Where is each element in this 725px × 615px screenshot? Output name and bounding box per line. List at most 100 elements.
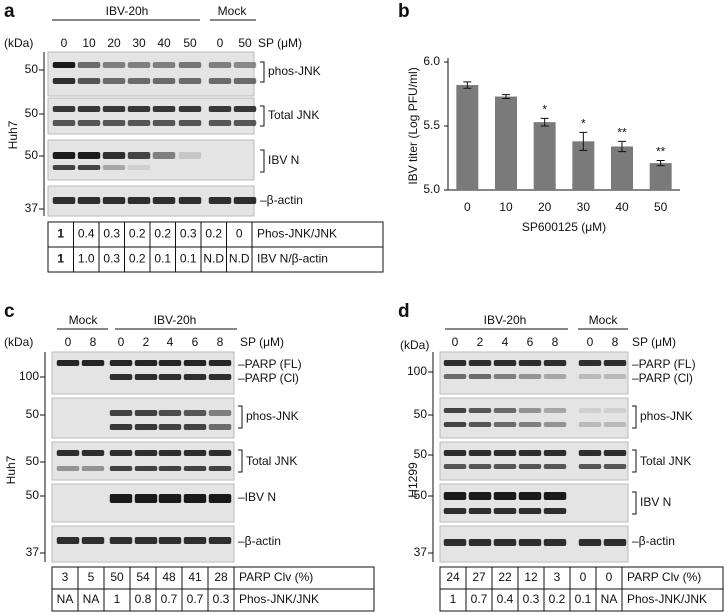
band (208, 106, 232, 112)
band (52, 120, 76, 126)
band (543, 422, 567, 427)
cell-line: Huh7 (4, 455, 18, 484)
lane-label: 0 (452, 335, 459, 349)
blot-strip (51, 441, 235, 481)
group-label: IBV-20h (154, 313, 197, 327)
band (102, 120, 126, 126)
band (603, 539, 627, 546)
band (578, 374, 602, 379)
band (468, 374, 492, 379)
band (493, 492, 517, 500)
band (158, 537, 182, 544)
treatment-label: SP (μM) (240, 335, 284, 349)
marker-label: 50 (25, 148, 39, 162)
band (603, 422, 627, 427)
band (183, 466, 207, 471)
band (109, 360, 133, 366)
band-label: Total JNK (246, 454, 297, 468)
lane-label: 0 (65, 335, 72, 349)
table-value: 0.3 (180, 227, 197, 241)
band (233, 78, 257, 84)
band (208, 62, 232, 68)
band (443, 450, 467, 456)
treatment-label: SP (μM) (632, 335, 676, 349)
band (208, 78, 232, 84)
band (134, 450, 158, 456)
y-tick-label: 6.0 (423, 54, 440, 68)
band (208, 450, 232, 456)
table-value: 24 (446, 570, 460, 584)
band (493, 374, 517, 379)
lane-label: 4 (502, 335, 509, 349)
band (233, 197, 257, 204)
band (183, 374, 207, 380)
band (493, 450, 517, 456)
band (493, 422, 517, 427)
band (127, 152, 151, 159)
band-label: –β-actin (260, 193, 303, 207)
bracket (260, 149, 265, 173)
band (56, 537, 80, 544)
band (52, 165, 76, 170)
band (56, 450, 80, 456)
band (518, 508, 542, 514)
band (543, 464, 567, 469)
band (178, 152, 202, 159)
band-label: IBV N (268, 153, 299, 167)
panel-label: c (4, 301, 15, 322)
band (578, 539, 602, 546)
band-label: –β-actin (238, 534, 281, 548)
bar (649, 163, 672, 190)
lane-label: 0 (61, 36, 68, 50)
lane-label: 0 (587, 335, 594, 349)
band (102, 165, 126, 170)
blot-strip (439, 397, 629, 439)
band (102, 152, 126, 159)
significance: * (581, 117, 586, 131)
marker-label: 50 (414, 407, 428, 421)
band (77, 106, 101, 112)
band (578, 408, 602, 413)
band (233, 106, 257, 112)
table-value: 48 (162, 570, 176, 584)
band (183, 360, 207, 366)
band (543, 492, 567, 500)
band (134, 466, 158, 471)
band (208, 424, 232, 430)
band (158, 424, 182, 430)
band (443, 360, 467, 366)
table-value: 1 (57, 227, 64, 241)
blot-strip (439, 351, 629, 395)
band-label: –β-actin (632, 534, 675, 548)
band (468, 450, 492, 456)
x-tick-label: 20 (538, 200, 552, 214)
band (493, 508, 517, 514)
table-value: 1 (450, 592, 457, 606)
table-value: 22 (498, 570, 512, 584)
band (518, 374, 542, 379)
kda-label: (kDa) (4, 335, 33, 349)
band-label: –PARP (Cl) (238, 371, 299, 385)
band (152, 197, 176, 204)
bar (495, 96, 517, 190)
bracket (238, 405, 243, 429)
band (127, 106, 151, 112)
band (158, 466, 182, 471)
lane-label: 8 (552, 335, 559, 349)
x-tick-label: 40 (615, 200, 629, 214)
cell-line: Huh7 (6, 120, 20, 149)
band (158, 450, 182, 456)
band (603, 408, 627, 413)
x-tick-label: 30 (577, 200, 591, 214)
table-value: 0.1 (154, 252, 171, 266)
bracket (632, 405, 637, 429)
bar (611, 146, 633, 190)
table-value: 3 (554, 570, 561, 584)
table-row-label: PARP Clv (%) (627, 570, 701, 584)
band (52, 152, 76, 159)
band-label: phos-JNK (640, 409, 693, 423)
table-value: NA (601, 592, 618, 606)
band (109, 494, 133, 503)
table-value: 0.3 (103, 227, 120, 241)
band (152, 78, 176, 84)
